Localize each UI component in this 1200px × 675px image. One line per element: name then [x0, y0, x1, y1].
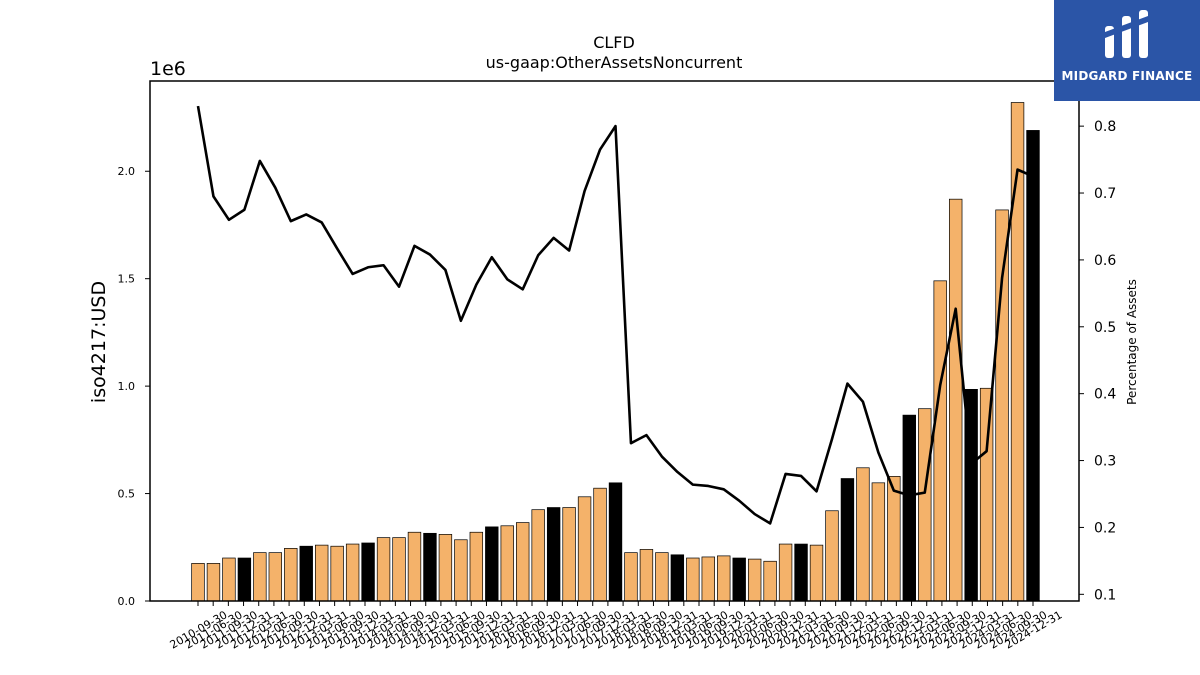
- bar-4: [253, 552, 267, 602]
- bar-8: [315, 544, 329, 602]
- bar-0: [191, 563, 205, 602]
- bar-12: [376, 537, 391, 602]
- y2-tick-label: 0.3: [1094, 454, 1116, 470]
- bar-35: [732, 557, 746, 602]
- y2-tick-label: 0.1: [1094, 587, 1116, 603]
- bar-2: [222, 557, 236, 602]
- bar-37: [763, 560, 777, 602]
- bar-30: [655, 552, 669, 602]
- y2-tick-label: 0.4: [1094, 387, 1116, 403]
- bar-52: [995, 209, 1009, 602]
- y-tick-label: 0.0: [118, 595, 136, 608]
- bar-9: [330, 545, 344, 602]
- bar-34: [717, 555, 731, 602]
- midgard-finance-logo: MIDGARD FINANCE: [1054, 0, 1200, 101]
- y2-tick-label: 0.7: [1094, 186, 1116, 202]
- percentage-line-series: [196, 105, 1034, 525]
- y-tick-label: 0.5: [118, 488, 136, 501]
- bar-1: [206, 563, 221, 602]
- bar-7: [299, 545, 313, 602]
- bar-27: [608, 482, 623, 602]
- bar-32: [686, 557, 700, 602]
- bar-16: [438, 534, 453, 602]
- bar-15: [423, 532, 437, 602]
- tick-labels: 0.00.51.01.52.00.10.20.30.40.50.60.70.82…: [118, 119, 1117, 651]
- chart-subtitle: us-gaap:OtherAssetsNoncurrent: [486, 53, 743, 72]
- bar-26: [593, 487, 607, 602]
- bar-39: [794, 543, 808, 602]
- y2-tick-label: 0.6: [1094, 253, 1116, 269]
- bar-54: [1026, 130, 1040, 602]
- bar-20: [500, 525, 514, 602]
- bar-25: [577, 496, 592, 602]
- bar-40: [809, 544, 824, 602]
- bar-17: [454, 539, 468, 602]
- bar-6: [284, 548, 298, 602]
- y-tick-label: 1.0: [118, 380, 136, 393]
- bar-31: [670, 554, 685, 602]
- y-axis-label: iso4217:USD: [88, 281, 110, 403]
- y2-tick-label: 0.8: [1094, 119, 1116, 135]
- y2-tick-label: 0.2: [1094, 520, 1116, 536]
- y-axis-offset-label: 1e6: [150, 58, 186, 80]
- bar-14: [407, 531, 422, 602]
- bar-48: [933, 280, 947, 602]
- bar-22: [531, 509, 545, 602]
- bar-28: [624, 552, 638, 602]
- bar-51: [979, 387, 994, 602]
- y-tick-label: 2.0: [118, 165, 136, 178]
- bar-47: [918, 408, 932, 602]
- bar-45: [887, 476, 901, 602]
- bar-series: [191, 102, 1040, 602]
- bar-42: [840, 478, 855, 602]
- bar-10: [345, 543, 360, 602]
- bar-43: [856, 467, 870, 602]
- bar-13: [392, 537, 406, 602]
- bar-24: [562, 507, 576, 602]
- logo-text: MIDGARD FINANCE: [1061, 69, 1193, 83]
- bar-44: [871, 482, 886, 602]
- axes: [145, 80, 1084, 606]
- bar-36: [747, 558, 762, 602]
- bar-18: [469, 531, 484, 602]
- bar-29: [639, 549, 654, 602]
- bar-5: [268, 552, 283, 602]
- bar-33: [701, 556, 715, 602]
- chart-title: CLFD: [593, 33, 635, 52]
- y2-axis-label: Percentage of Assets: [1125, 279, 1139, 405]
- bar-41: [825, 510, 839, 602]
- bar-38: [778, 543, 793, 602]
- bar-19: [485, 526, 499, 602]
- logo-mark-icon: [1105, 10, 1148, 58]
- percentage-line: [196, 105, 1034, 525]
- bar-46: [902, 414, 916, 602]
- y-tick-label: 1.5: [118, 273, 136, 286]
- plot-frame: [149, 80, 1080, 602]
- y2-tick-label: 0.5: [1094, 320, 1116, 336]
- bar-21: [516, 522, 530, 602]
- bar-3: [237, 557, 252, 602]
- bar-11: [361, 542, 375, 602]
- bar-23: [546, 507, 561, 602]
- bar-49: [948, 198, 963, 602]
